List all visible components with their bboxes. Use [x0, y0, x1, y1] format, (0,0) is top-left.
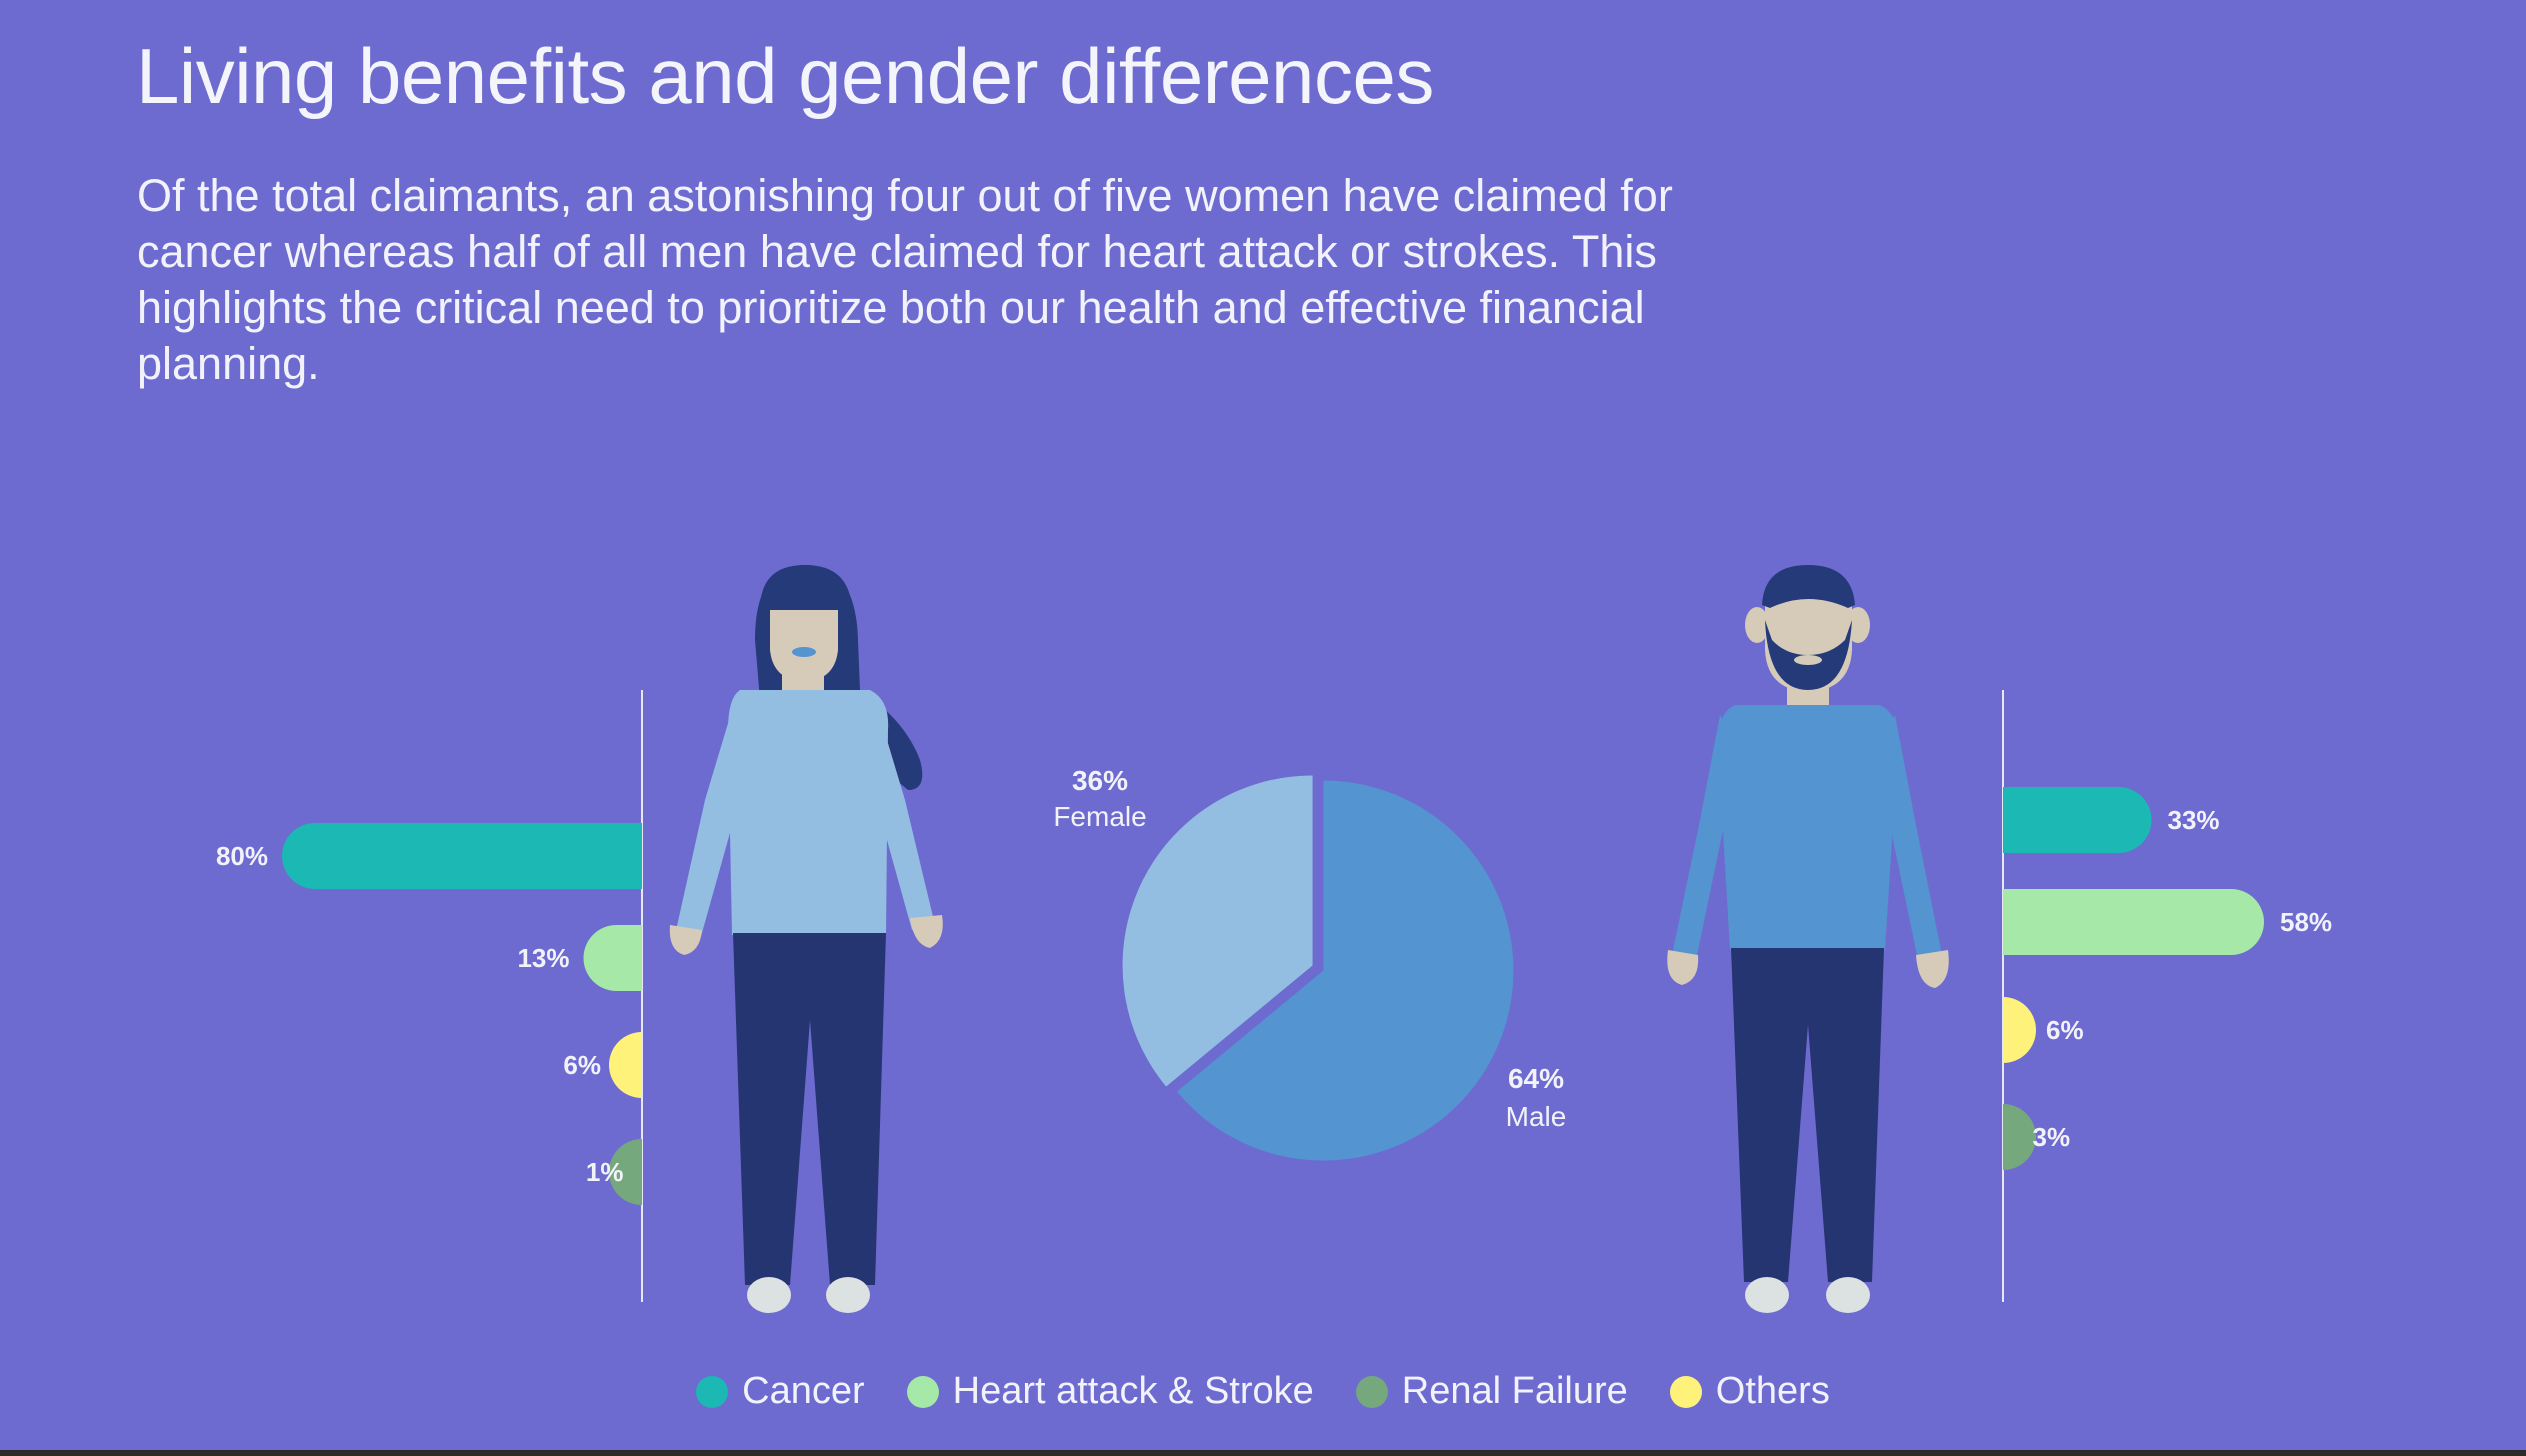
- legend-swatch: [1355, 1375, 1388, 1408]
- legend-label: Renal Failure: [1401, 1370, 1628, 1412]
- chart-legend: Cancer Heart attack & Stroke Renal Failure…: [0, 1370, 2526, 1413]
- legend-label: Heart attack & Stroke: [952, 1370, 1314, 1412]
- pie-category-label: Female: [1053, 801, 1146, 832]
- legend-item: Heart attack & Stroke: [906, 1370, 1314, 1413]
- bar-renal-failure: [2003, 1104, 2036, 1170]
- legend-item: Renal Failure: [1355, 1370, 1628, 1413]
- pie-slice-female: [1122, 775, 1313, 1087]
- pie-slice-male: [1177, 780, 1514, 1161]
- bar-value-label: 6%: [2046, 1015, 2084, 1045]
- pie-value-label: 64%: [1508, 1063, 1564, 1094]
- legend-item: Others: [1669, 1370, 1830, 1413]
- bar-cancer: [2003, 787, 2152, 853]
- bar-others: [2003, 997, 2036, 1063]
- bar-value-label: 80%: [216, 841, 268, 871]
- bar-value-label: 1%: [586, 1157, 624, 1187]
- legend-item: Cancer: [696, 1370, 865, 1413]
- page-title: Living benefits and gender differences: [136, 32, 1434, 120]
- bottom-edge: [0, 1450, 2526, 1456]
- legend-label: Cancer: [742, 1370, 865, 1412]
- bar-renal-failure: [609, 1139, 642, 1205]
- legend-swatch: [696, 1375, 729, 1408]
- bar-heart-attack-stroke: [2003, 889, 2264, 955]
- female-bars: 80% 13% 6% 1%: [216, 823, 642, 1205]
- legend-swatch: [1669, 1375, 1702, 1408]
- intro-paragraph: Of the total claimants, an astonishing f…: [137, 170, 1673, 389]
- male-figure-illustration: [1667, 565, 1949, 1313]
- bar-cancer: [282, 823, 642, 889]
- gender-pie: 36% Female 64% Male: [1053, 765, 1566, 1161]
- bar-value-label: 6%: [563, 1050, 601, 1080]
- bar-value-label: 13%: [517, 943, 569, 973]
- legend-label: Others: [1715, 1370, 1830, 1412]
- bar-value-label: 3%: [2033, 1122, 2071, 1152]
- bar-heart-attack-stroke: [583, 925, 642, 991]
- bar-value-label: 33%: [2168, 805, 2220, 835]
- female-figure-illustration: [669, 565, 943, 1313]
- bar-value-label: 58%: [2280, 907, 2332, 937]
- bar-others: [609, 1032, 642, 1098]
- male-bars: 33% 58% 6% 3%: [2003, 787, 2332, 1170]
- pie-value-label: 36%: [1072, 765, 1128, 796]
- pie-category-label: Male: [1506, 1101, 1567, 1132]
- legend-swatch: [906, 1375, 939, 1408]
